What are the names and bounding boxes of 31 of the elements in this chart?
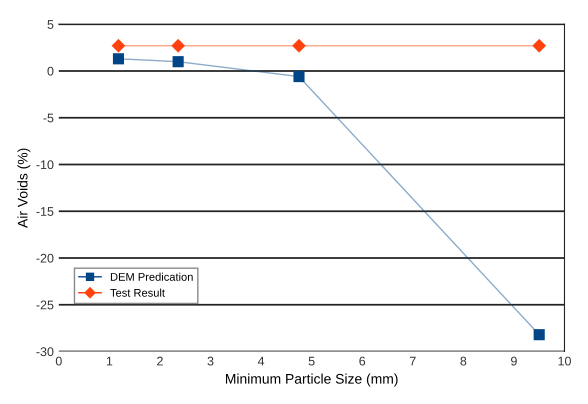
y-tick-label: -30 <box>36 347 54 356</box>
x-tick-label: 0 <box>56 356 62 366</box>
x-tick-label: 1 <box>106 356 112 366</box>
point <box>532 39 546 52</box>
y-tick-label: -20 <box>36 254 54 263</box>
x-tick-label: 7 <box>410 356 416 366</box>
y-tick-label: 5 <box>47 20 54 29</box>
x-tick-label: 6 <box>359 356 366 366</box>
x-tick-label: 5 <box>308 356 315 366</box>
point <box>292 39 306 52</box>
point <box>172 39 185 52</box>
y-tick-label: -5 <box>43 114 54 122</box>
point <box>172 56 184 68</box>
x-axis-title: Minimum Particle Size (mm) <box>226 374 398 386</box>
y-tick-label: -10 <box>36 160 54 170</box>
legend-label: Test Result <box>110 288 165 297</box>
x-tick-label: 9 <box>511 356 517 366</box>
point <box>534 329 545 340</box>
x-tick-label: 8 <box>460 356 466 366</box>
y-axis-title: Air Voids (%) <box>17 148 30 228</box>
point <box>293 71 305 82</box>
legend-label: DEM Predication <box>110 272 193 281</box>
x-tick-label: 4 <box>258 356 264 366</box>
y-tick-label: -15 <box>36 207 54 216</box>
x-tick-label: 2 <box>157 356 163 366</box>
y-tick-label: -25 <box>36 300 54 310</box>
point <box>112 39 126 52</box>
x-tick-label: 3 <box>208 356 214 366</box>
point <box>112 53 124 64</box>
x-tick-label: 10 <box>558 356 571 366</box>
y-tick-label: 0 <box>47 66 54 76</box>
